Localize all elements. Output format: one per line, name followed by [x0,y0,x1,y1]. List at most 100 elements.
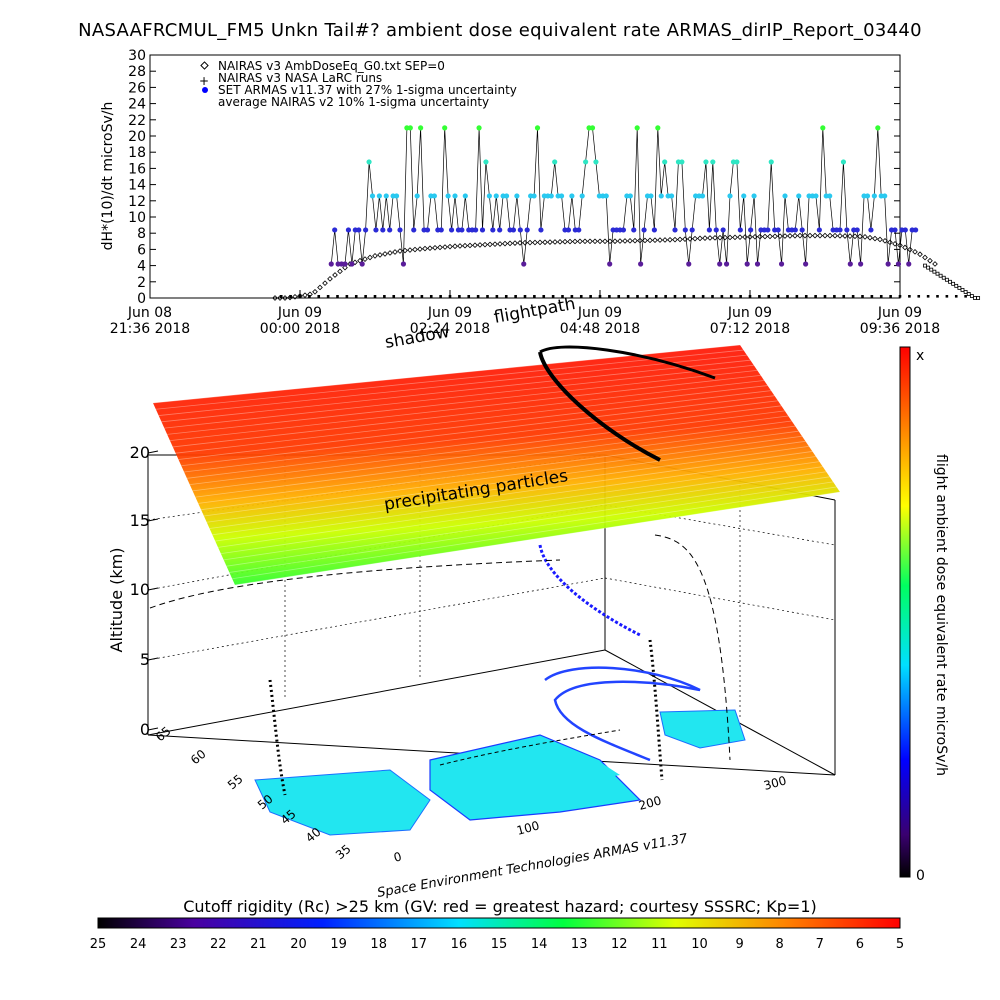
altitude-tick [147,657,159,661]
bottom-bar-tick-label: 25 [90,937,107,952]
layer-line [189,410,785,485]
layer-line [234,491,841,586]
baseline-point [795,295,799,298]
baseline-point [364,295,367,298]
model-point [923,263,927,268]
baseline-point [467,295,471,298]
y-axis-label: dH*(10)/dt microSv/h [100,102,116,251]
model-point [957,285,962,290]
armas-point [765,227,771,233]
armas-point [816,227,822,233]
layer-line [201,430,799,511]
model-point [612,238,618,245]
model-point [377,252,383,258]
model-point [737,234,743,241]
model-point [672,236,678,243]
armas-point [538,227,544,233]
land-area [659,709,746,749]
armas-point [531,193,537,199]
armas-point [655,125,661,131]
armas-point [376,193,382,199]
armas-point [620,227,627,233]
armas-point [827,193,833,199]
baseline-point [870,295,874,298]
model-point [592,238,598,245]
bottom-bar-tick-label: 16 [451,937,468,952]
layer-line [186,405,782,479]
model-point [577,238,583,245]
baseline-point [748,295,752,298]
armas-point [359,261,365,267]
armas-point [864,193,871,199]
model-point [882,237,888,244]
model-point [597,238,603,245]
armas-point [411,227,417,233]
model-point [727,234,733,241]
baseline-point [401,295,405,298]
baseline-point [579,295,583,298]
model-point [462,242,468,249]
colorbar-ramp [899,346,911,878]
armas-point [631,227,637,233]
layer-line [175,385,768,454]
model-point [929,267,934,272]
armas-point [744,261,750,267]
model-point [697,235,703,242]
baseline-point [645,295,649,298]
model-point [477,242,483,248]
model-point [327,276,333,282]
armas-point [768,159,774,165]
armas-point [868,227,874,233]
armas-point [892,227,898,233]
armas-point [682,227,688,233]
chart-title: NASAAFRCMUL_FM5 Unkn Tail#? ambient dose… [78,20,922,41]
armas-point [442,125,448,131]
x-tick-label: 07:12 2018 [710,321,790,337]
armas-point [603,193,609,199]
model-point [292,293,298,300]
baseline-point [561,295,564,298]
armas-point [706,227,712,233]
credit-label: Space Environment Technologies ARMAS v11… [376,831,689,901]
model-point [632,237,638,244]
baseline-point [683,295,686,298]
model-point [602,238,608,245]
layer-line [158,354,747,416]
armas-point [648,193,654,199]
bottom-bar-tick-label: 12 [611,937,628,952]
model-point [497,241,503,247]
armas-point [366,159,372,165]
armas-point [854,227,860,233]
model-point [382,251,388,257]
model-point [312,288,318,295]
x-tick-label: Jun 08 [127,305,172,321]
shadow-track [654,534,731,761]
latitude-tick-label: 60 [188,747,209,768]
bottom-bar-title: Cutoff rigidity (Rc) >25 km (GV: red = g… [183,897,817,916]
model-point [657,237,663,243]
armas-point [497,227,503,233]
model-point [960,287,965,292]
model-point [582,238,588,245]
model-point [432,244,438,251]
altitude-tick-label: 20 [130,443,150,462]
armas-point [710,159,716,165]
bottom-bar-tick-label: 6 [856,937,864,952]
baseline-point [954,295,958,298]
baseline-point [739,295,742,298]
model-point [752,233,758,240]
altitude-tick-label: 15 [130,511,150,530]
armas-point [534,125,541,131]
baseline-point [439,295,442,298]
y-tick-label: 2 [137,275,146,291]
armas-point [720,227,726,233]
armas-point [503,193,510,199]
baseline-point [533,295,536,298]
armas-point [871,193,877,199]
model-point [272,295,278,301]
armas-point [723,261,730,267]
layer-line [192,415,789,492]
baseline-point [420,295,424,298]
armas-point [397,227,403,233]
model-point [787,233,793,239]
